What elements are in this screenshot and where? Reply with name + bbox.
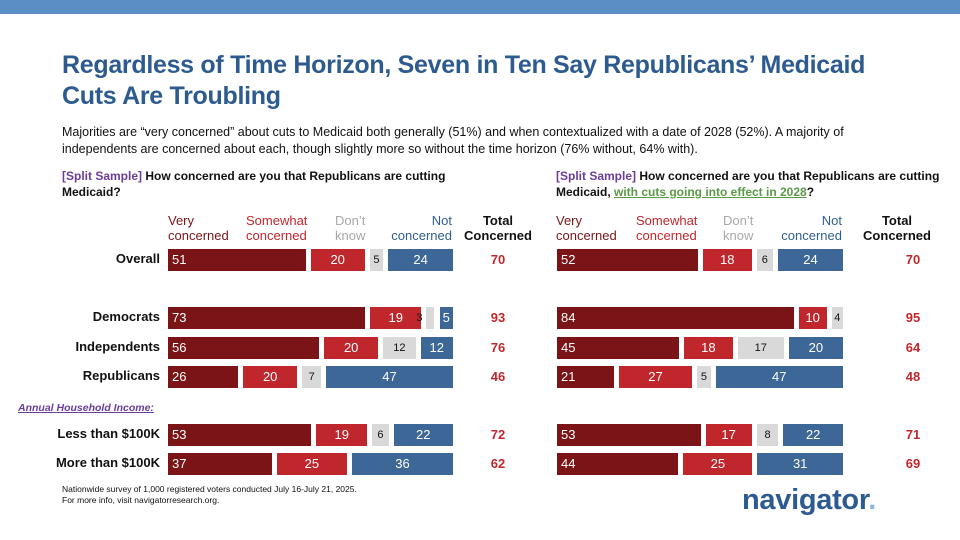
header-not-concerned-left: Not concerned [391,213,452,243]
bar-left-less-than-100k-not: 22 [393,424,453,446]
bar-left-independents-very: 56 [168,337,320,359]
split-sample-tag-left: [Split Sample] [62,169,143,183]
total-concerned-left-more-than-100k: 62 [490,456,506,471]
bar-left-independents-somewhat: 20 [324,337,379,359]
total-concerned-left-independents: 76 [490,340,506,355]
header-somewhat-concerned-left: Somewhat concerned [246,213,308,243]
header-somewhat-concerned-right: Somewhat concerned [636,213,698,243]
bar-left-republicans-dont-know: 7 [302,366,322,388]
bar-left-less-than-100k-very: 53 [168,424,312,446]
total-concerned-left-republicans: 46 [490,369,506,384]
bar-left-overall-very: 51 [168,249,306,271]
bar-right-overall-dont-know: 6 [756,249,773,271]
bar-right-more-than-100k-somewhat: 25 [683,453,753,475]
header-dont-know-right: Don’t know [723,213,754,243]
bar-left-more-than-100k-very: 37 [168,453,272,475]
header-very-concerned-right: Very concerned [556,213,617,243]
bar-right-less-than-100k-very: 53 [557,424,701,446]
bar-left-more-than-100k-somewhat: 25 [276,453,347,475]
total-concerned-left-less-than-100k: 72 [490,427,506,442]
total-concerned-left-overall: 70 [490,252,506,267]
question-left-text: How concerned are you that Republicans a… [62,169,446,199]
top-accent-bar [0,0,960,14]
bar-left-independents-not: 12 [420,337,453,359]
bar-left-overall-somewhat: 20 [310,249,365,271]
bar-right-overall-somewhat: 18 [702,249,752,271]
bar-right-republicans-very: 21 [557,366,614,388]
bar-left-democrats-not: 5 [439,307,453,329]
bar-right-overall-very: 52 [557,249,698,271]
total-concerned-right-overall: 70 [905,252,921,267]
bar-left-democrats-very: 73 [168,307,366,329]
bar-right-more-than-100k-not: 31 [757,453,843,475]
navigator-logo: navigator. [742,484,876,516]
question-right: [Split Sample] How concerned are you tha… [556,168,946,200]
question-right-text: How concerned are you that Republicans a… [556,169,940,199]
bar-left-democrats-dont-know [426,307,435,329]
bar-right-overall-not: 24 [778,249,843,271]
bar-right-independents-not: 20 [788,337,843,359]
row-label-less-than-100k: Less than $100K [57,426,160,441]
total-concerned-right-less-than-100k: 71 [905,427,921,442]
income-section-header: Annual Household Income: [18,402,154,414]
row-label-democrats: Democrats [92,309,160,324]
bar-right-less-than-100k-somewhat: 17 [705,424,752,446]
header-total-concerned-right: Total Concerned [863,213,931,243]
question-right-highlight: with cuts going into effect in 2028 [614,185,807,199]
bar-label-left-democrats-dont-know: 3 [416,312,423,324]
header-very-concerned-left: Very concerned [168,213,229,243]
row-label-independents: Independents [75,339,160,354]
page-subtitle: Majorities are “very concerned” about cu… [62,125,844,156]
bar-left-republicans-very: 26 [168,366,239,388]
row-label-overall: Overall [115,251,160,266]
row-label-republicans: Republicans [82,368,160,383]
page-title: Regardless of Time Horizon, Seven in Ten… [62,51,866,110]
bar-right-less-than-100k-dont-know: 8 [756,424,779,446]
bar-right-republicans-dont-know: 5 [697,366,711,388]
bar-right-republicans-somewhat: 27 [618,366,693,388]
bar-right-more-than-100k-very: 44 [557,453,679,475]
bar-right-independents-very: 45 [557,337,679,359]
total-concerned-right-republicans: 48 [905,369,921,384]
bar-right-democrats-dont-know: 4 [831,307,843,329]
total-concerned-left-democrats: 93 [490,310,506,325]
header-not-concerned-right: Not concerned [781,213,842,243]
bar-left-republicans-not: 47 [326,366,453,388]
bar-right-democrats-very: 84 [557,307,794,329]
total-concerned-right-more-than-100k: 69 [905,456,921,471]
bar-left-less-than-100k-somewhat: 19 [316,424,368,446]
header-total-concerned-left: Total Concerned [464,213,532,243]
row-label-more-than-100k: More than $100K [55,455,160,470]
bar-left-overall-dont-know: 5 [369,249,384,271]
bar-left-democrats-somewhat: 19 [370,307,422,329]
bar-right-republicans-not: 47 [715,366,843,388]
bar-left-independents-dont-know: 12 [383,337,416,359]
question-right-end: ? [806,185,815,199]
bar-right-independents-somewhat: 18 [684,337,733,359]
total-concerned-right-democrats: 95 [905,310,921,325]
total-concerned-right-independents: 64 [905,340,921,355]
bar-right-democrats-somewhat: 10 [798,307,827,329]
bar-right-independents-dont-know: 17 [737,337,784,359]
bar-left-more-than-100k-not: 36 [352,453,453,475]
bar-left-less-than-100k-dont-know: 6 [372,424,389,446]
header-dont-know-left: Don’t know [335,213,366,243]
question-left: [Split Sample] How concerned are you tha… [62,168,502,200]
footnote: Nationwide survey of 1,000 registered vo… [62,484,357,505]
bar-right-less-than-100k-not: 22 [783,424,843,446]
bar-left-overall-not: 24 [388,249,453,271]
bar-left-republicans-somewhat: 20 [243,366,298,388]
split-sample-tag-right: [Split Sample] [556,169,637,183]
